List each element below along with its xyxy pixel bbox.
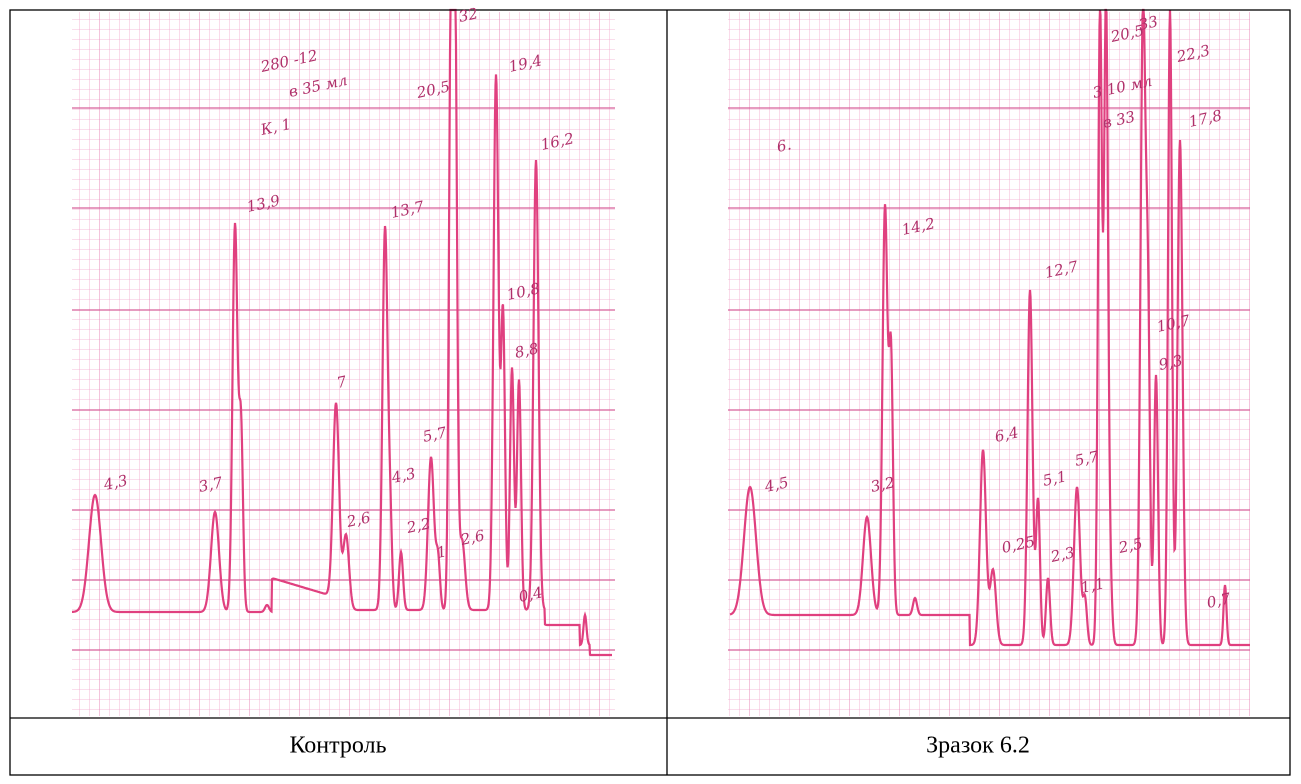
peak-label: 6. — [775, 135, 793, 156]
peak-label: 4,5 — [762, 473, 790, 496]
peak-label: 4,3 — [101, 471, 129, 494]
peak-label: 2,5 — [1116, 534, 1144, 557]
peak-label: 5,7 — [1073, 447, 1101, 470]
caption: Контроль — [289, 733, 386, 759]
peak-label: 5,1 — [1041, 467, 1068, 490]
peak-label: 5,7 — [421, 423, 449, 446]
peak-label: 1,1 — [1079, 574, 1106, 597]
caption: Зразок 6.2 — [926, 733, 1030, 759]
peak-label: 4,3 — [389, 464, 417, 487]
peak-label: 3,7 — [197, 473, 225, 496]
peak-label: 2,6 — [458, 526, 487, 549]
peak-label: 2,3 — [1048, 543, 1076, 566]
peak-label: 9,3 — [1157, 351, 1184, 374]
peak-label: 32 — [457, 4, 479, 26]
peak-label: 0,4 — [517, 583, 544, 606]
chromatogram-left — [72, 8, 615, 716]
table-borders — [9, 9, 1291, 776]
peak-label: 6,4 — [993, 423, 1020, 446]
peak-label: 33 — [1137, 12, 1159, 34]
peak-label: 1 — [435, 542, 448, 562]
peak-label: 2,2 — [404, 514, 432, 537]
peak-label: 8,8 — [513, 339, 540, 362]
peak-label: 0,7 — [1205, 589, 1233, 612]
peak-label: 7 — [335, 372, 349, 392]
peak-label: 2,6 — [344, 508, 373, 531]
chromatogram-right — [728, 8, 1250, 716]
peak-label: 3,2 — [869, 473, 896, 496]
